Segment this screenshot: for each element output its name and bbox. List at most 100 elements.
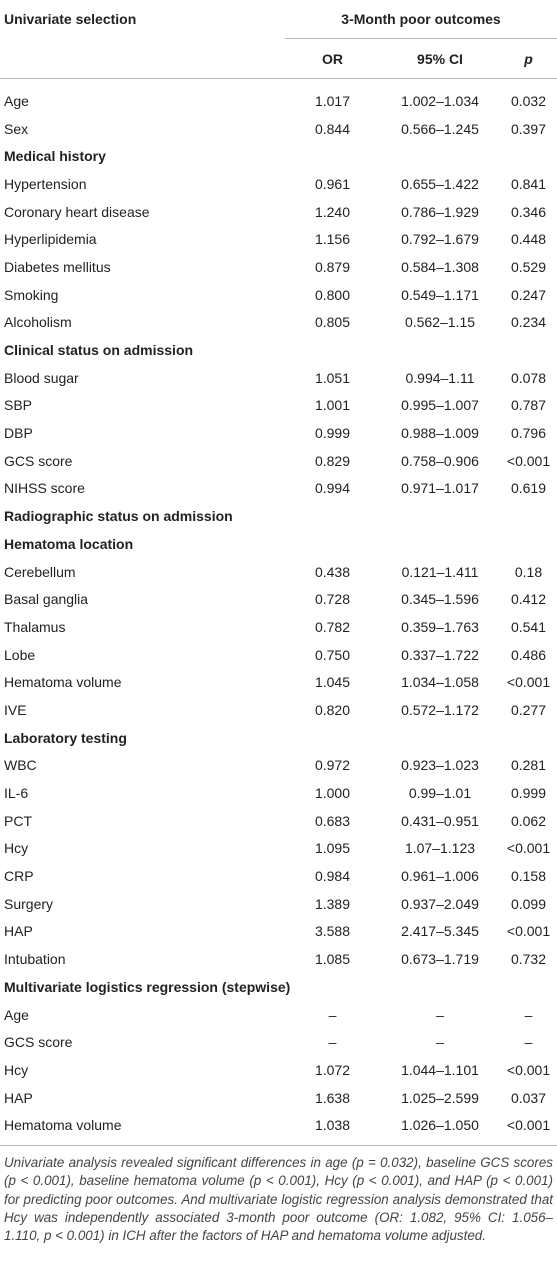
cell: 0.787 [510, 397, 547, 414]
section-row: Hematoma location [0, 530, 557, 558]
data-row: Hcy 1.095 1.07–1.123 <0.001 [0, 835, 557, 863]
row-label: Cerebellum [4, 563, 76, 580]
row-label: Hcy [4, 840, 29, 857]
cell: 0.337–1.722 [401, 646, 479, 663]
cell: 0.732 [510, 951, 547, 968]
cell: 0.971–1.017 [401, 480, 479, 497]
section-label: Clinical status on admission [4, 342, 194, 359]
cell: 0.541 [510, 618, 547, 635]
cell: 0.728 [314, 591, 351, 608]
data-row: SBP 1.001 0.995–1.007 0.787 [0, 392, 557, 420]
cell: 0.984 [314, 868, 351, 885]
cell: 0.994 [314, 480, 351, 497]
row-label: Hypertension [4, 175, 87, 192]
cell: 0.923–1.023 [401, 757, 479, 774]
row-label: CRP [4, 868, 34, 885]
cell: 0.247 [510, 286, 547, 303]
data-row: PCT 0.683 0.431–0.951 0.062 [0, 807, 557, 835]
cell: 0.448 [510, 231, 547, 248]
cell: 1.095 [314, 840, 351, 857]
cell: <0.001 [506, 674, 551, 691]
cell: 0.999 [510, 785, 547, 802]
data-row: Hematoma volume 1.038 1.026–1.050 <0.001 [0, 1111, 557, 1147]
cell: – [524, 1006, 533, 1023]
cell: 0.841 [510, 175, 547, 192]
cell: – [436, 1006, 444, 1023]
cell: 0.346 [510, 203, 547, 220]
cell: 0.158 [510, 868, 547, 885]
cell: 1.085 [314, 951, 351, 968]
cell: 0.796 [510, 425, 547, 442]
data-row: Alcoholism 0.805 0.562–1.15 0.234 [0, 309, 557, 337]
cell: 1.002–1.034 [401, 92, 479, 109]
data-row: Intubation 1.085 0.673–1.719 0.732 [0, 945, 557, 973]
cell: 0.234 [510, 314, 547, 331]
row-label: Sex [4, 120, 29, 137]
cell: 1.045 [314, 674, 351, 691]
data-row: Sex 0.844 0.566–1.245 0.397 [0, 115, 557, 143]
row-label: Alcoholism [4, 314, 72, 331]
cell: 0.359–1.763 [401, 618, 479, 635]
cell: 0.431–0.951 [401, 812, 479, 829]
cell: 0.619 [510, 480, 547, 497]
cell: 2.417–5.345 [401, 923, 479, 940]
row-label: Coronary heart disease [4, 203, 150, 220]
data-row: DBP 0.999 0.988–1.009 0.796 [0, 419, 557, 447]
row-label: Thalamus [4, 618, 66, 635]
cell: 0.673–1.719 [401, 951, 479, 968]
cell: 0.584–1.308 [401, 258, 479, 275]
cell: 0.062 [510, 812, 547, 829]
row-label: Hcy [4, 1061, 29, 1078]
cell: 1.017 [314, 92, 351, 109]
cell: <0.001 [506, 923, 551, 940]
cell: 0.345–1.596 [401, 591, 479, 608]
cell: 0.032 [510, 92, 547, 109]
cell: 0.820 [314, 701, 351, 718]
data-row: Lobe 0.750 0.337–1.722 0.486 [0, 641, 557, 669]
row-label: Blood sugar [4, 369, 79, 386]
cell: 0.972 [314, 757, 351, 774]
cell: 0.994–1.11 [405, 369, 475, 386]
row-label: Intubation [4, 951, 66, 968]
data-row: GCS score 0.829 0.758–0.906 <0.001 [0, 447, 557, 475]
cell: 1.026–1.050 [380, 1111, 500, 1147]
cell: <0.001 [506, 452, 551, 469]
data-row: GCS score – – – [0, 1028, 557, 1056]
row-label: GCS score [4, 1034, 73, 1051]
data-row: IL-6 1.000 0.99–1.01 0.999 [0, 779, 557, 807]
column-header: OR [285, 38, 380, 79]
row-label: IL-6 [4, 785, 29, 802]
row-label: GCS score [4, 452, 73, 469]
row-label: WBC [4, 757, 37, 774]
cell: 0.281 [510, 757, 547, 774]
cell: 1.156 [314, 231, 351, 248]
cell: 1.051 [314, 369, 351, 386]
cell: 0.078 [510, 369, 547, 386]
cell: 1.025–2.599 [401, 1089, 479, 1106]
section-label: Multivariate logistics regression (stepw… [4, 978, 291, 995]
section-row: Clinical status on admission [0, 336, 557, 364]
cell: 1.389 [314, 895, 351, 912]
table-body: Age 1.017 1.002–1.034 0.032 Sex 0.844 0.566–1.… [0, 79, 557, 1147]
cell: 0.800 [314, 286, 351, 303]
cell: 0.937–2.049 [401, 895, 479, 912]
cell: 1.000 [314, 785, 351, 802]
cell: 0.805 [314, 314, 351, 331]
cell: 0.529 [510, 258, 547, 275]
cell: 1.044–1.101 [401, 1061, 479, 1078]
cell: 3.588 [314, 923, 351, 940]
cell: <0.001 [500, 1111, 557, 1147]
column-header: 95% CI [380, 38, 500, 79]
section-row: Medical history [0, 142, 557, 170]
cell: 1.240 [314, 203, 351, 220]
cell: 1.001 [314, 397, 351, 414]
cell: 0.562–1.15 [404, 314, 476, 331]
results-table: Univariate selection 3-Month poor outcom… [0, 0, 557, 1147]
cell: 0.099 [510, 895, 547, 912]
group-header: 3-Month poor outcomes [285, 0, 557, 39]
row-label: HAP [4, 923, 33, 940]
row-label: Basal ganglia [4, 591, 89, 608]
row-label: DBP [4, 425, 33, 442]
row-label: Smoking [4, 286, 59, 303]
